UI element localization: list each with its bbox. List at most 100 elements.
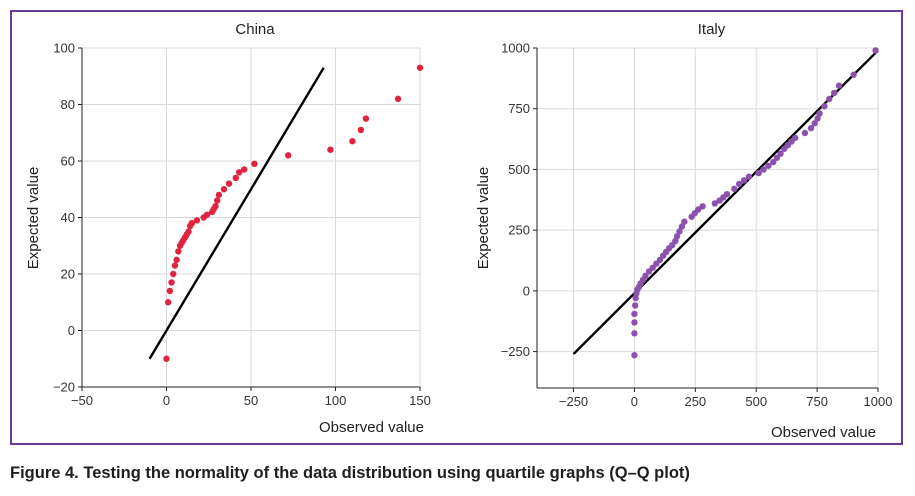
y-tick-label: 0 xyxy=(523,283,530,298)
data-point xyxy=(166,287,174,295)
data-point xyxy=(835,82,843,89)
data-point xyxy=(214,197,221,204)
data-point xyxy=(872,47,879,54)
data-point xyxy=(235,169,243,176)
data-point xyxy=(188,219,196,227)
data-point xyxy=(170,270,177,278)
data-point xyxy=(791,134,799,142)
chart-title: Italy xyxy=(698,21,726,38)
data-point xyxy=(203,211,211,218)
data-point xyxy=(681,218,688,225)
data-point xyxy=(164,299,172,306)
x-tick-label: 50 xyxy=(244,393,258,408)
data-point xyxy=(163,355,170,362)
data-point xyxy=(631,310,638,318)
data-point xyxy=(673,233,681,240)
data-point xyxy=(699,203,706,210)
data-point xyxy=(225,180,233,187)
data-point xyxy=(676,228,683,235)
data-point xyxy=(215,191,223,199)
y-axis-label: Expected value xyxy=(475,167,492,270)
data-point xyxy=(678,223,686,230)
data-point xyxy=(171,262,179,269)
data-point xyxy=(740,177,748,184)
x-tick-label: 250 xyxy=(684,394,706,409)
reference-line xyxy=(148,67,325,360)
data-point xyxy=(349,138,356,145)
y-tick-label: 1000 xyxy=(501,41,530,56)
figure-frame xyxy=(10,10,903,445)
data-point xyxy=(731,185,738,193)
x-tick-label: 150 xyxy=(409,393,431,408)
x-axis-label: Observed value xyxy=(319,419,424,436)
data-point xyxy=(816,110,823,117)
data-point xyxy=(251,160,258,168)
data-point xyxy=(649,264,656,271)
y-tick-label: 100 xyxy=(53,41,75,56)
data-point xyxy=(241,166,248,173)
data-point xyxy=(711,200,719,207)
data-point xyxy=(362,115,370,122)
data-point xyxy=(631,319,638,326)
data-point xyxy=(735,180,743,188)
data-point xyxy=(631,352,638,359)
data-point xyxy=(811,120,818,127)
data-point xyxy=(632,294,639,302)
x-tick-label: −50 xyxy=(71,393,93,408)
figure-caption: Figure 4. Testing the normality of the d… xyxy=(10,464,690,482)
x-tick-label: 1000 xyxy=(864,394,893,409)
data-point xyxy=(821,103,828,110)
data-point xyxy=(814,115,821,122)
x-tick-label: 750 xyxy=(806,394,828,409)
y-tick-label: 250 xyxy=(508,223,530,238)
chart-panel-1: −250 0 250 500 750 1000 −250 0 250 500 750 1000 Ital… xyxy=(475,21,892,441)
data-point xyxy=(801,129,809,137)
data-point xyxy=(220,186,228,193)
y-tick-label: 80 xyxy=(61,97,75,112)
data-point xyxy=(745,173,753,180)
data-point xyxy=(672,237,679,245)
chart-panel-0: −50 0 50 100 150 −20 0 20 40 60 80 100 China Observed… xyxy=(25,21,431,436)
y-tick-label: 0 xyxy=(68,323,75,338)
data-point xyxy=(284,152,292,159)
data-point xyxy=(416,64,424,71)
y-tick-label: 40 xyxy=(61,210,75,225)
data-point xyxy=(850,71,857,78)
reference-line xyxy=(572,49,879,355)
x-tick-label: −250 xyxy=(559,394,588,409)
data-point xyxy=(765,162,772,169)
x-axis-label: Observed value xyxy=(771,424,876,441)
x-tick-label: 100 xyxy=(325,393,347,408)
data-point xyxy=(755,169,762,177)
data-point xyxy=(394,95,402,103)
data-point xyxy=(232,174,239,182)
y-tick-label: −20 xyxy=(53,380,75,395)
y-axis-label: Expected value xyxy=(25,167,42,270)
x-tick-label: 0 xyxy=(163,393,170,408)
data-point xyxy=(631,330,638,337)
data-point xyxy=(777,150,784,157)
data-point xyxy=(193,217,201,224)
x-tick-label: 500 xyxy=(745,394,767,409)
y-tick-label: 500 xyxy=(508,162,530,177)
y-tick-label: 750 xyxy=(508,101,530,116)
data-point xyxy=(212,203,219,210)
data-point xyxy=(826,95,833,103)
y-tick-label: −250 xyxy=(501,344,530,359)
data-point xyxy=(760,166,767,173)
data-point xyxy=(168,279,175,286)
data-point xyxy=(357,126,365,134)
y-tick-label: 60 xyxy=(61,154,75,169)
x-tick-label: 0 xyxy=(631,394,638,409)
data-point xyxy=(807,124,815,132)
data-point xyxy=(175,248,182,255)
data-point xyxy=(830,89,838,97)
data-point xyxy=(642,272,649,279)
data-point xyxy=(173,256,180,264)
data-point xyxy=(631,302,639,309)
data-point xyxy=(327,146,334,153)
y-tick-label: 20 xyxy=(61,267,75,282)
data-point xyxy=(773,154,781,161)
data-point xyxy=(770,158,777,166)
